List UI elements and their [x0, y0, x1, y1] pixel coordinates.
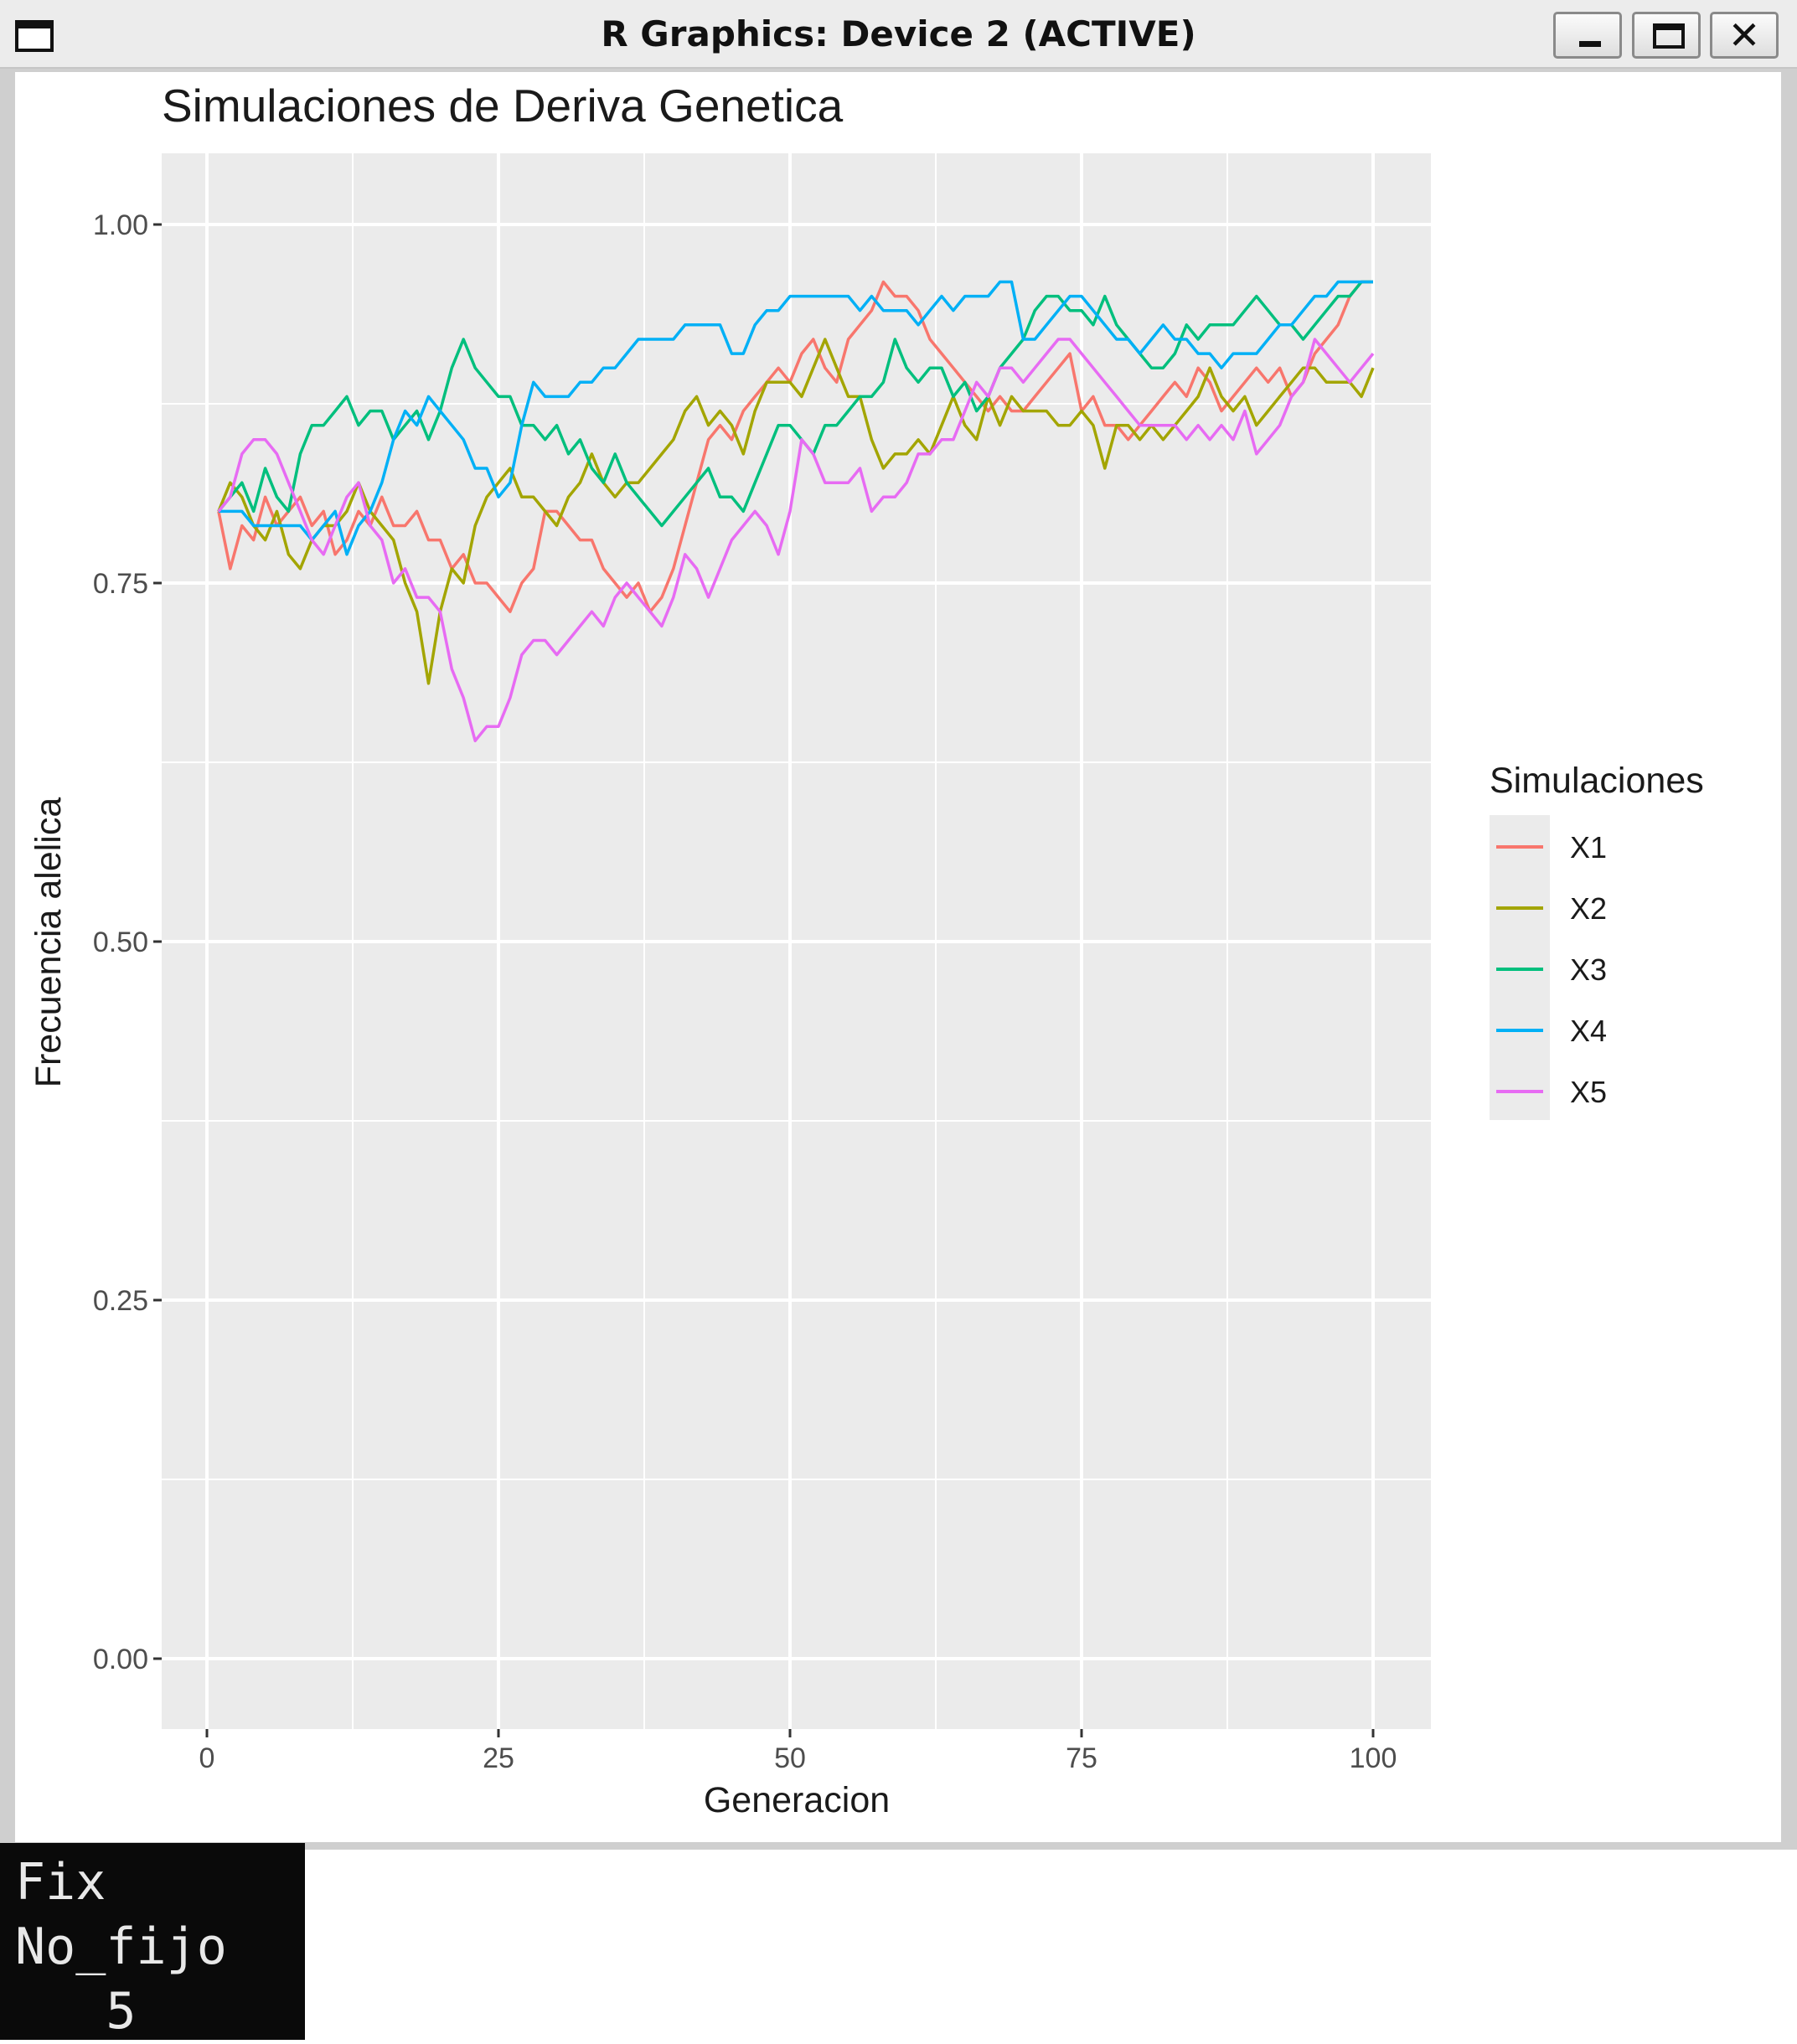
x-tick-label: 25: [483, 1742, 514, 1774]
legend-label-x3: X3: [1570, 952, 1607, 987]
x-tick-label: 50: [774, 1742, 806, 1774]
legend-label-x5: X5: [1570, 1075, 1607, 1109]
series-line-x5: [217, 338, 1375, 743]
window-title: R Graphics: Device 2 (ACTIVE): [601, 13, 1196, 54]
console-line-no-fijo: No_fijo: [15, 1918, 227, 1976]
console-line-count: 5: [15, 1982, 137, 2041]
y-tick-label: 0.50: [93, 927, 148, 958]
legend-items: X1 X2 X3 X4 X5: [1496, 830, 1607, 1109]
y-tick-label: 0.00: [93, 1644, 148, 1675]
y-tick-label: 0.75: [93, 568, 148, 600]
x-tick-labels: 0 25 50 75 100: [199, 1742, 1397, 1774]
legend: Simulaciones X1 X2 X3 X4 X5: [1490, 761, 1704, 1120]
window-titlebar[interactable]: R Graphics: Device 2 (ACTIVE) ✕: [0, 0, 1797, 69]
line-chart: 0.00 0.25 0.50 0.75 1.00 0 25 50 75 100 Simulaci…: [28, 80, 1704, 1820]
major-gridlines: [162, 153, 1431, 1729]
r-graphics-window: R Graphics: Device 2 (ACTIVE) ✕ 0.00 0.25…: [0, 0, 1797, 1850]
legend-label-x4: X4: [1570, 1014, 1607, 1048]
maximize-icon: [1653, 23, 1685, 49]
legend-title: Simulaciones: [1490, 761, 1704, 801]
axis-ticks: [153, 223, 1375, 1737]
y-tick-label: 1.00: [93, 209, 148, 241]
series-line-x4: [218, 280, 1373, 556]
close-icon: ✕: [1727, 13, 1761, 58]
series-lines: [217, 280, 1375, 743]
minimize-icon: [1579, 41, 1601, 47]
legend-label-x2: X2: [1570, 891, 1607, 926]
close-button[interactable]: ✕: [1710, 12, 1779, 59]
legend-label-x1: X1: [1570, 830, 1607, 865]
plot-canvas: 0.00 0.25 0.50 0.75 1.00 0 25 50 75 100 Simulaci…: [15, 72, 1781, 1842]
maximize-button[interactable]: [1632, 12, 1701, 59]
y-tick-label: 0.25: [93, 1285, 148, 1317]
window-icon[interactable]: [15, 20, 54, 52]
x-tick-label: 0: [199, 1742, 215, 1774]
y-axis-title: Frecuencia alelica: [28, 797, 69, 1088]
y-tick-labels: 0.00 0.25 0.50 0.75 1.00: [93, 209, 148, 1675]
r-console-output: Fix No_fijo 5: [0, 1843, 305, 2041]
x-tick-label: 100: [1350, 1742, 1397, 1774]
console-line-fix: Fix: [15, 1853, 106, 1912]
x-tick-label: 75: [1066, 1742, 1097, 1774]
series-line-x1: [217, 280, 1373, 613]
series-line-x2: [217, 338, 1375, 685]
minimize-button[interactable]: [1553, 12, 1622, 59]
chart-title: Simulaciones de Deriva Genetica: [162, 80, 844, 132]
x-axis-title: Generacion: [704, 1780, 890, 1820]
